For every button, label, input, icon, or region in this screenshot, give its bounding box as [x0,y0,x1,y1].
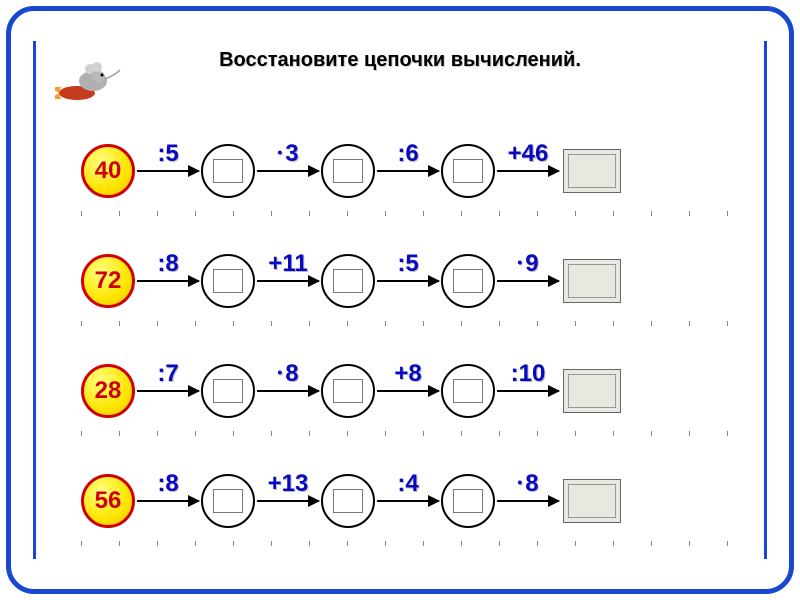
chain-row: 40:5•3:6+46 [81,116,749,226]
answer-box[interactable] [213,269,243,293]
operation-label: •9 [517,250,538,278]
chain-segment: :6 [377,144,497,198]
operation-label: :5 [397,250,418,278]
arrow-icon: •8 [497,500,559,502]
chain-segment: •9 [497,259,621,303]
chain-row: 56:8+13:4•8 [81,446,749,556]
answer-box[interactable] [213,489,243,513]
ruler-ticks [81,210,749,216]
operation-label: •3 [277,140,298,168]
answer-box[interactable] [453,379,483,403]
blank-answer-circle[interactable] [321,474,375,528]
arrow-icon: :7 [137,390,199,392]
decorative-frame: Восстановите цепочки вычислений. 40:5•3:… [6,6,794,594]
arrow-icon: +8 [377,390,439,392]
answer-box[interactable] [453,489,483,513]
blank-answer-circle[interactable] [321,144,375,198]
blank-answer-circle[interactable] [201,144,255,198]
answer-box[interactable] [333,269,363,293]
operation-label: +13 [268,470,309,498]
ruler-ticks [81,540,749,546]
chains-container: 40:5•3:6+4672:8+11:5•928:7•8+8:1056:8+13… [81,116,749,549]
chain-segment: :7 [137,364,257,418]
result-box[interactable] [563,479,621,523]
chain-segment: :4 [377,474,497,528]
chain-row: 28:7•8+8:10 [81,336,749,446]
chain-row: 72:8+11:5•9 [81,226,749,336]
arrow-icon: +11 [257,280,319,282]
answer-box[interactable] [333,489,363,513]
blank-answer-circle[interactable] [201,254,255,308]
operation-label: :7 [157,360,178,388]
operation-label: :8 [157,470,178,498]
chain-segment: +8 [377,364,497,418]
answer-box[interactable] [213,159,243,183]
chain-segment: +11 [257,254,377,308]
arrow-icon: :8 [137,280,199,282]
operation-label: •8 [277,360,298,388]
operation-label: :5 [157,140,178,168]
frame-inner-right [764,41,767,559]
chain-start-value: 40 [81,144,135,198]
blank-answer-circle[interactable] [441,144,495,198]
chain-segment: :8 [137,474,257,528]
chain-segment: :5 [377,254,497,308]
chain-start-value: 56 [81,474,135,528]
answer-box[interactable] [453,269,483,293]
arrow-icon: :8 [137,500,199,502]
answer-box[interactable] [453,159,483,183]
chain-segment: +46 [497,149,621,193]
arrow-icon: +13 [257,500,319,502]
blank-answer-circle[interactable] [201,364,255,418]
arrow-icon: •8 [257,390,319,392]
arrow-icon: :5 [377,280,439,282]
operation-label: •8 [517,470,538,498]
result-box[interactable] [563,369,621,413]
ruler-ticks [81,320,749,326]
blank-answer-circle[interactable] [441,254,495,308]
arrow-icon: •3 [257,170,319,172]
chain-segment: •8 [257,364,377,418]
chain-segment: :8 [137,254,257,308]
chain-start-value: 28 [81,364,135,418]
arrow-icon: +46 [497,170,559,172]
result-box[interactable] [563,259,621,303]
arrow-icon: •9 [497,280,559,282]
answer-box[interactable] [213,379,243,403]
blank-answer-circle[interactable] [201,474,255,528]
chain-segment: •3 [257,144,377,198]
blank-answer-circle[interactable] [441,474,495,528]
mouse-rocket-icon [55,55,125,105]
arrow-icon: :10 [497,390,559,392]
chain-segment: •8 [497,479,621,523]
operation-label: :8 [157,250,178,278]
result-box[interactable] [563,149,621,193]
answer-box[interactable] [333,159,363,183]
page-title: Восстановите цепочки вычислений. [11,49,789,72]
arrow-icon: :6 [377,170,439,172]
chain-segment: +13 [257,474,377,528]
chain-start-value: 72 [81,254,135,308]
operation-label: :4 [397,470,418,498]
answer-box[interactable] [333,379,363,403]
blank-answer-circle[interactable] [321,254,375,308]
arrow-icon: :5 [137,170,199,172]
operation-label: +46 [508,140,549,168]
blank-answer-circle[interactable] [441,364,495,418]
chain-segment: :5 [137,144,257,198]
blank-answer-circle[interactable] [321,364,375,418]
arrow-icon: :4 [377,500,439,502]
chain-segment: :10 [497,369,621,413]
operation-label: +11 [268,250,307,278]
operation-label: +8 [394,360,421,388]
frame-inner-left [33,41,36,559]
ruler-ticks [81,430,749,436]
operation-label: :6 [397,140,418,168]
operation-label: :10 [511,360,546,388]
